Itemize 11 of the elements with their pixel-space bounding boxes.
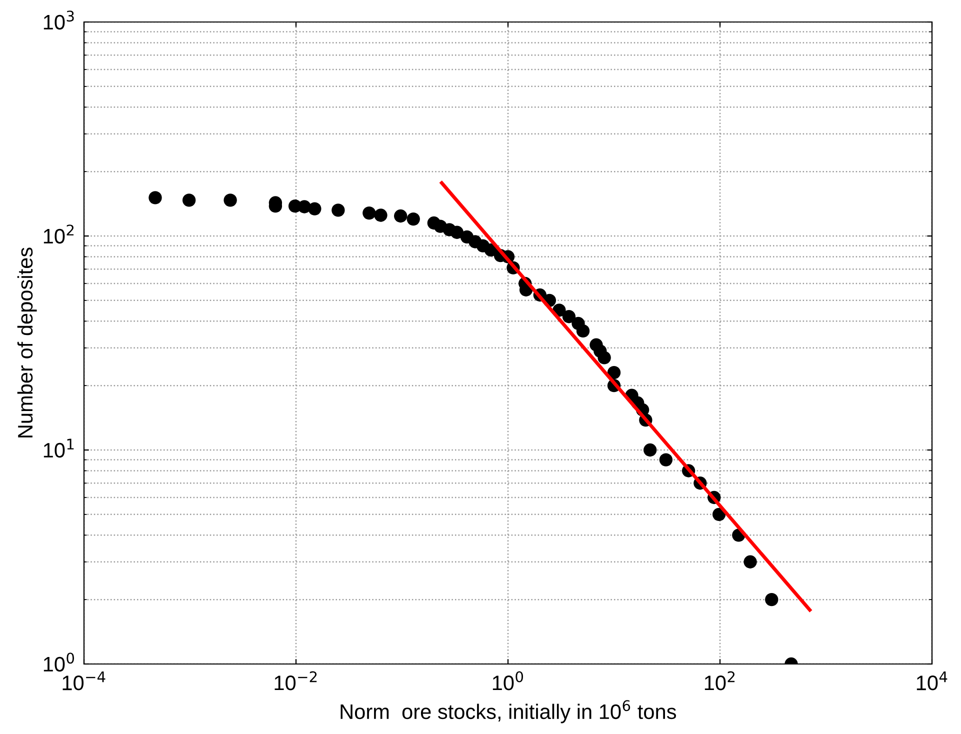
x-axis-title: Norm ore stocks, initially in 10$^{6}$ tons (340, 700, 676, 724)
y-tick-label: 10$^{2}$ (44, 224, 74, 244)
y-tick-label: 10$^{0}$ (44, 652, 74, 672)
x-tick-label: 10$^{4}$ (916, 671, 948, 690)
y-tick-label: 10$^{3}$ (44, 10, 74, 30)
x-tick-label: 10$^{2}$ (704, 671, 735, 690)
y-tick-label: 10$^{1}$ (44, 438, 74, 458)
x-tick-label: 10$^{−4}$ (62, 671, 106, 690)
x-tick-label: 10$^{0}$ (492, 671, 524, 690)
x-tick-label: 10$^{−2}$ (274, 671, 317, 690)
y-axis-title: Number of deposites (17, 248, 37, 438)
